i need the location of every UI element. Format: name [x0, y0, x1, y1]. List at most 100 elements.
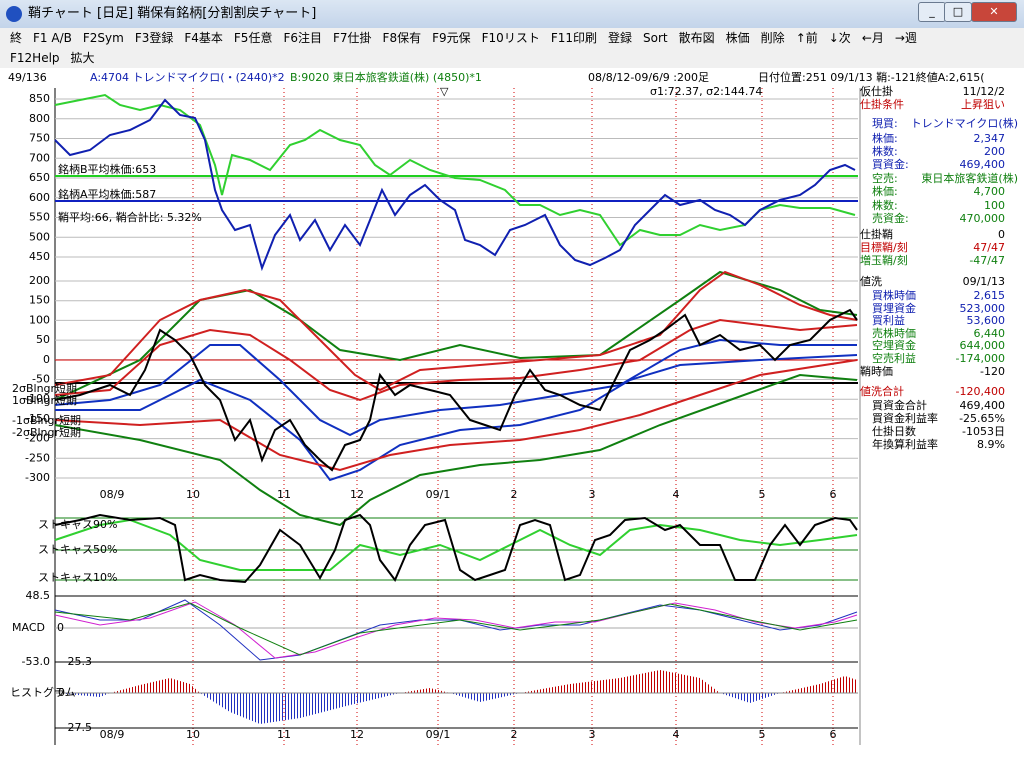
side-label: 年換算利益率	[872, 437, 938, 451]
menu-item[interactable]: 散布図	[678, 31, 715, 45]
side-label: 空売:	[872, 171, 898, 185]
band-label: -1σBlngr短期	[12, 413, 81, 427]
side-value: 09/1/13	[963, 275, 1005, 288]
date-label: 3	[589, 488, 596, 501]
menu-item[interactable]: ↑前	[795, 31, 818, 45]
side-value: 2,347	[974, 132, 1006, 145]
stoch-label: ストキャス90%	[38, 518, 117, 531]
menu-item[interactable]: 削除	[760, 31, 785, 45]
side-label: 株価:	[872, 184, 898, 198]
macd-tick: 48.5	[26, 589, 51, 602]
date-label: 11	[277, 728, 291, 741]
price-label: 銘柄B平均株価:653	[58, 162, 156, 176]
date-label: 2	[511, 488, 518, 501]
side-value: 東日本旅客鉄道(株)	[921, 171, 1018, 185]
menu-row: 終 F1 A/B F2Sym F3登録 F4基本 F5任意 F6注目 F7仕掛 F8保有 F9元保…	[0, 28, 1024, 48]
side-label: 値洗	[860, 275, 882, 288]
info-text: 08/8/12-09/6/9 :200足	[588, 71, 709, 84]
side-label: 値洗合計	[860, 384, 904, 398]
side-label: 株数:	[872, 144, 898, 158]
title-bar: 鞘チャート [日足] 鞘保有銘柄[分割割戻チャート] _ □ ✕	[0, 0, 1024, 28]
price-a	[54, 98, 856, 272]
y-tick-label: 150	[29, 294, 50, 307]
menu-item[interactable]: 終	[10, 31, 23, 45]
menu-item[interactable]: →週	[894, 31, 917, 45]
side-value: 53,600	[967, 314, 1006, 327]
y-tick-label: 750	[29, 132, 50, 145]
menu-item[interactable]: ↓次	[828, 31, 851, 45]
info-text: A:4704 トレンドマイクロ(・(2440)*2	[90, 71, 285, 84]
date-label: 11	[277, 488, 291, 501]
side-value: 上昇狙い	[961, 98, 1005, 111]
side-value: 47/47	[973, 241, 1005, 254]
y-tick-label: -300	[25, 471, 50, 484]
side-value: 470,000	[960, 212, 1006, 225]
menu-item[interactable]: 拡大	[70, 51, 95, 65]
menu-item[interactable]: 株価	[725, 31, 750, 45]
side-value: 0	[998, 228, 1005, 241]
menu-item[interactable]: F12Help	[10, 51, 60, 65]
date-label: 08/9	[100, 728, 125, 741]
menu-item[interactable]: F2Sym	[82, 31, 124, 45]
menu-item[interactable]: 登録	[608, 31, 633, 45]
side-value: -174,000	[956, 352, 1005, 365]
info-text: 日付位置:251 09/1/13 鞘:-121終値A:2,615(	[758, 70, 985, 84]
side-value: -120	[980, 365, 1005, 378]
side-label: 仕掛条件	[860, 97, 904, 111]
date-label: 5	[759, 728, 766, 741]
price-label: 銘柄A平均株価:587	[58, 187, 156, 201]
date-label: 3	[589, 728, 596, 741]
band-outer-low	[54, 373, 858, 527]
date-label: 5	[759, 488, 766, 501]
close[interactable]: ✕	[971, 2, 1017, 22]
band-2s	[54, 270, 858, 392]
side-label: 増玉鞘/刻	[860, 253, 908, 267]
menu-item[interactable]: Sort	[643, 31, 668, 45]
date-label: 12	[350, 488, 364, 501]
y-tick-label: 0	[43, 353, 50, 366]
side-label: 株数:	[872, 198, 898, 212]
histogram	[55, 670, 858, 724]
date-label: 09/1	[426, 728, 451, 741]
date-label: 2	[511, 728, 518, 741]
menu-item[interactable]: F11印刷	[550, 31, 598, 45]
price-lines	[54, 93, 858, 272]
background	[0, 68, 1024, 758]
date-label: 09/1	[426, 488, 451, 501]
info-text: B:9020 東日本旅客鉄道(株) (4850)*1	[290, 70, 482, 84]
date-label: 10	[186, 728, 200, 741]
menu-item[interactable]: F7仕掛	[333, 31, 372, 45]
y-tick-label: 600	[29, 191, 50, 204]
side-value: -1053日	[962, 425, 1005, 438]
date-label: 08/9	[100, 488, 125, 501]
y-tick-label: 850	[29, 92, 50, 105]
macd-tick: -53.0	[22, 655, 50, 668]
info-text: 49/136	[8, 71, 47, 84]
menu-item[interactable]: F4基本	[184, 31, 223, 45]
y-tick-label: -250	[25, 451, 50, 464]
minimize[interactable]: _	[918, 2, 946, 22]
menu-item[interactable]: F6注目	[283, 31, 322, 45]
date-label: 4	[673, 728, 680, 741]
menu-item[interactable]: F3登録	[134, 31, 174, 45]
date-label: 12	[350, 728, 364, 741]
side-value: トレンドマイクロ(株)	[911, 116, 1018, 130]
menu-item[interactable]: F8保有	[382, 31, 422, 45]
menu-bar: 終 F1 A/B F2Sym F3登録 F4基本 F5任意 F6注目 F7仕掛 F8保有 F9元保…	[0, 28, 1024, 68]
y-tick-label: -50	[32, 373, 50, 386]
side-label: 仕掛鞘	[860, 227, 893, 241]
date-label: 6	[830, 488, 837, 501]
maximize[interactable]: □	[944, 2, 972, 22]
menu-item[interactable]: ←月	[861, 31, 884, 45]
stoch-label: ストキャス50%	[38, 543, 117, 556]
menu-item[interactable]: F9元保	[432, 31, 471, 45]
side-label: 買資金合計	[872, 398, 927, 412]
side-label: 空埋資金	[872, 338, 916, 352]
side-value: 469,400	[960, 399, 1006, 412]
menu-item[interactable]: F5任意	[233, 31, 273, 45]
side-label: 買埋資金	[872, 301, 916, 315]
menu-item[interactable]: F1 A/B	[33, 31, 72, 45]
menu-item[interactable]: F10リスト	[481, 31, 540, 45]
spread	[54, 308, 858, 472]
